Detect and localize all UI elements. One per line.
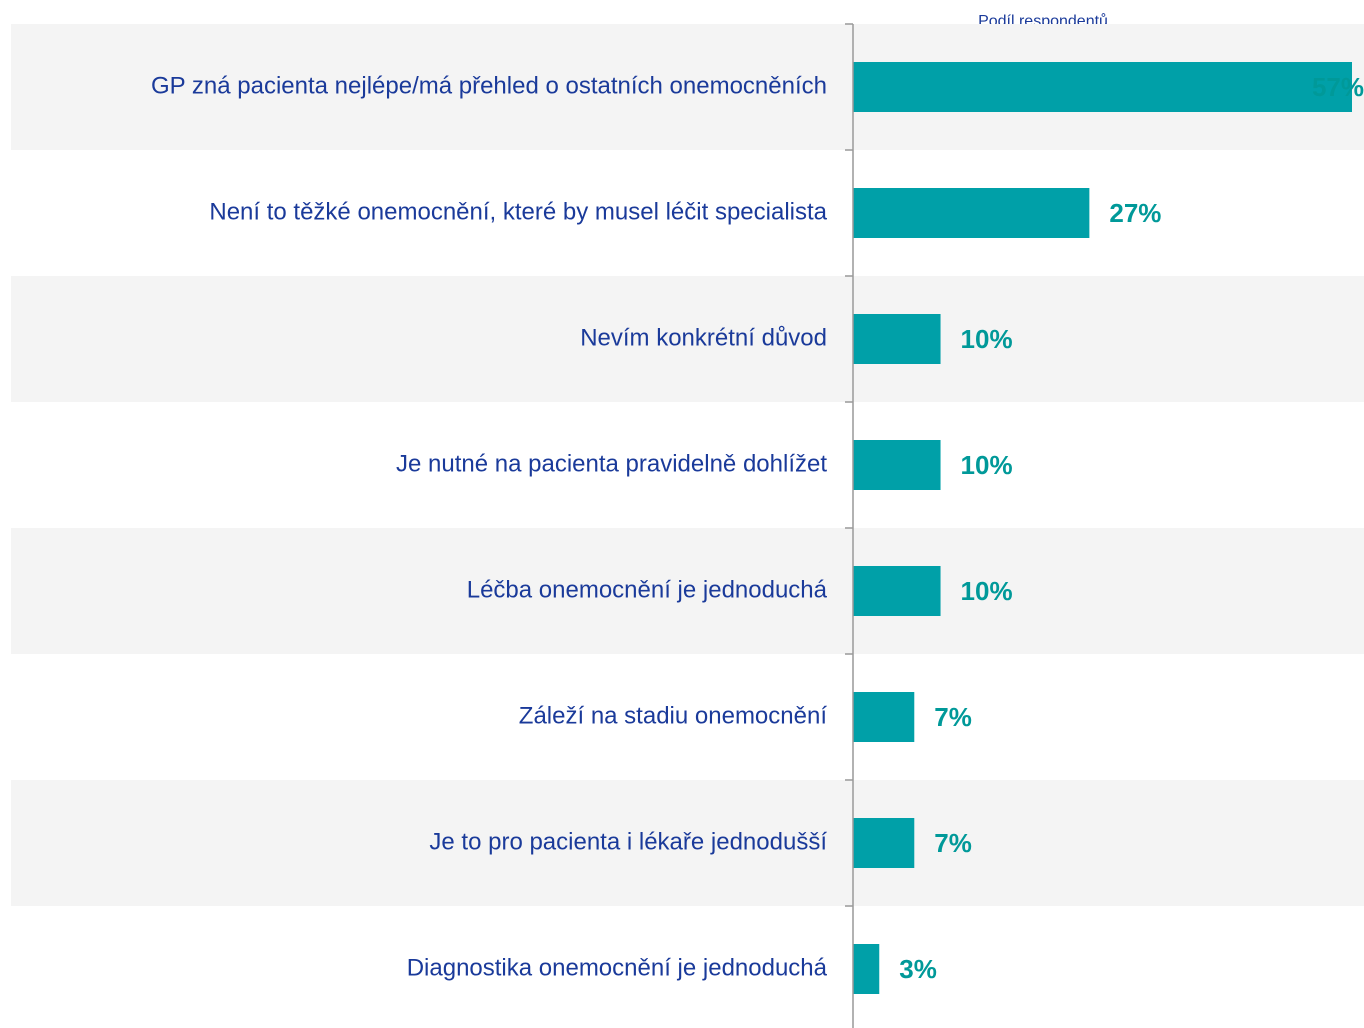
value-label: 3% <box>899 954 937 984</box>
value-label: 57% <box>1312 72 1364 102</box>
category-label: Není to těžké onemocnění, které by musel… <box>209 198 827 225</box>
bar <box>853 314 941 364</box>
bar <box>853 944 880 994</box>
category-label: Záleží na stadiu onemocnění <box>519 702 828 729</box>
row-background <box>11 528 1364 654</box>
value-label: 10% <box>961 324 1013 354</box>
category-label: Je nutné na pacienta pravidelně dohlížet <box>396 450 827 477</box>
row-background <box>11 780 1364 906</box>
bar <box>853 692 915 742</box>
value-label: 7% <box>934 828 972 858</box>
value-label: 10% <box>961 450 1013 480</box>
bar <box>853 62 1352 112</box>
value-label: 10% <box>961 576 1013 606</box>
value-label: 27% <box>1109 198 1161 228</box>
bar <box>853 566 941 616</box>
category-label: GP zná pacienta nejlépe/má přehled o ost… <box>151 72 827 99</box>
category-label: Nevím konkrétní důvod <box>580 324 827 351</box>
bar <box>853 188 1090 238</box>
category-label: Je to pro pacienta i lékaře jednodušší <box>429 828 827 855</box>
row-background <box>11 276 1364 402</box>
value-label: 7% <box>934 702 972 732</box>
bar <box>853 818 915 868</box>
bar <box>853 440 941 490</box>
category-label: Diagnostika onemocnění je jednoduchá <box>407 954 828 981</box>
category-label: Léčba onemocnění je jednoduchá <box>467 576 828 603</box>
